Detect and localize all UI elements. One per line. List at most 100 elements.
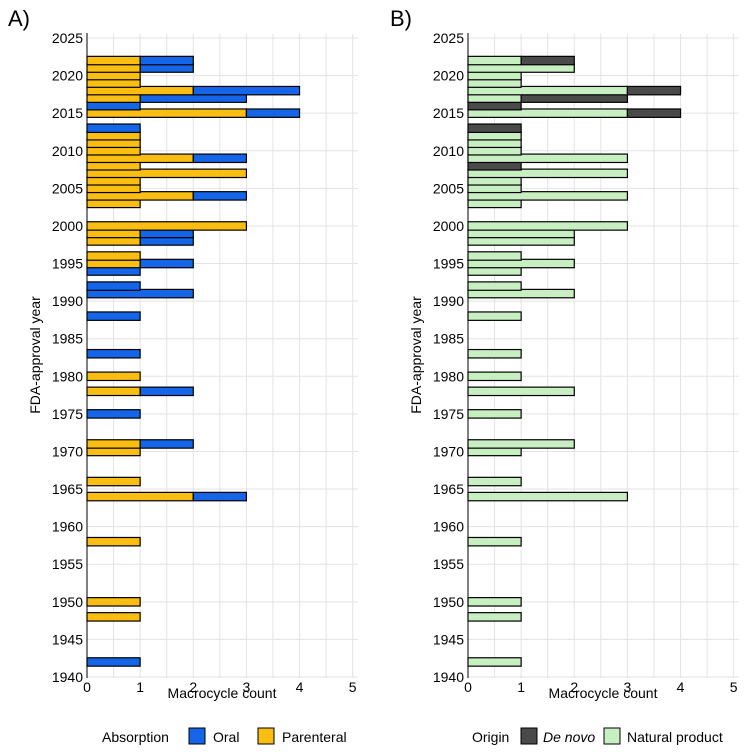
panel-b-y-axis-label: FDA-approval year [408,296,424,414]
panel-a-ytick-label: 1965 [52,481,83,497]
panel-b-xtick-label: 0 [464,679,472,695]
panel-b-bar-natural-product-1983 [467,348,522,359]
panel-b-ytick-label: 1970 [433,443,464,459]
panel-b-ytick-label: 2025 [433,30,464,46]
panel-a-legend-title: Absorption [102,729,169,745]
panel-a-ytick-label: 2020 [52,68,83,84]
panel-a-xtick-label: 4 [296,679,304,695]
panel-b-ytick-label: 1950 [433,594,464,610]
panel-a-bar-oral-2013 [86,123,141,134]
panel-a-xtick-label: 0 [83,679,91,695]
panel-oral-parenteral: A) 1940 1945 1950 1955 1960 1965 1970 1975 1980 1… [8,6,358,745]
panel-a-ytick-label: 1940 [52,669,83,685]
panel-a-bar-oral-1971 [139,439,194,449]
panel-a-bar-oral-2004 [192,191,248,201]
panel-b-ytick-label: 1940 [433,669,464,685]
panel-a-bar-oral-1988 [86,311,141,321]
panel-a-bar-parenteral-1964 [86,491,194,502]
panel-a-bar-oral-1964 [192,491,248,502]
panel-b-bar-natural-product-1971 [467,439,575,449]
panel-b-ytick-label: 1975 [433,406,464,422]
panel-b-xtick-label: 5 [730,679,738,695]
panel-a-ytick-label: 2000 [52,218,83,234]
panel-a-bar-parenteral-2022 [86,55,141,66]
panel-b-xtick-label: 3 [624,679,632,695]
panel-a-ytick-label: 1970 [52,443,83,459]
panel-b-ytick-label: 1960 [433,519,464,535]
panel-a-xtick-label: 2 [189,679,197,695]
panel-a-bar-parenteral-1971 [86,439,141,449]
panel-b-bar-de-novo-2022 [520,55,575,66]
panel-b-xtick-label: 2 [570,679,578,695]
panel-a-bar-oral-2015 [245,108,301,118]
panel-b-bar-natural-product-1978 [467,386,575,397]
panel-b-ytick-label: 2020 [433,68,464,84]
panel-b-bar-natural-product-1996 [467,251,522,261]
panel-a-ytick-label: 1990 [52,293,83,309]
panel-b-bar-natural-product-1958 [467,536,522,547]
panel-a-ytick-label: 1960 [52,519,83,535]
panel-a-legend: Absorption Oral Parenteral [102,727,347,745]
panel-b-bar-de-novo-2013 [467,123,522,134]
panel-b-bar-natural-product-2022 [467,55,522,66]
panel-a-y-axis-label: FDA-approval year [27,296,43,414]
panel-a-bar-oral-1995 [139,258,194,269]
panel-a-ytick-label: 1955 [52,556,83,572]
panel-b-ytick-label: 1995 [433,256,464,272]
panel-a-bar-parenteral-1978 [86,386,141,397]
panel-a-ytick-label: 1975 [52,406,83,422]
panel-b-bar-natural-product-1975 [467,409,522,419]
panel-b-ytick-label: 2000 [433,218,464,234]
panel-b-bar-natural-product-1950 [467,597,522,607]
panel-b-ytick-label: 1965 [433,481,464,497]
panel-b-ytick-label: 1985 [433,331,464,347]
panel-a-ytick-label: 1985 [52,331,83,347]
panel-b-legend-title: Origin [472,729,509,745]
panel-b-ytick-label: 2005 [433,180,464,196]
panel-b-bar-natural-product-1992 [467,281,522,291]
panel-a-ytick-label: 2015 [52,105,83,121]
panel-a-bar-oral-2022 [139,55,194,66]
panel-a-ytick-label: 1950 [52,594,83,610]
panel-a-bar-oral-2009 [192,153,248,164]
panel-a-bar-oral-1942 [86,657,141,667]
panel-a-bar-parenteral-1958 [86,536,141,547]
panel-a-x-axis-label: Macrocycle count [168,685,277,701]
legend-oral-swatch [188,727,206,745]
panel-b-ytick-label: 2010 [433,143,464,159]
panel-a-bar-oral-1992 [86,281,141,291]
panel-denovo-natural: B) 1940 1945 1950 1955 1960 1965 1970 1975 1980 1… [390,6,739,745]
legend-parenteral-label: Parenteral [282,729,347,745]
panel-a-ytick-label: 1995 [52,256,83,272]
panel-a-xtick-label: 3 [243,679,251,695]
panel-b-bar-natural-product-1980 [467,371,522,382]
panel-a-bar-oral-1975 [86,409,141,419]
panel-b-label: B) [390,6,412,31]
panel-b-bar-natural-product-1948 [467,612,522,622]
panel-b-ytick-label: 1980 [433,368,464,384]
panel-a-bar-oral-2018 [192,85,301,96]
panel-b-ytick-label: 1990 [433,293,464,309]
panel-b-bar-natural-product-1964 [467,491,629,502]
panel-a-bar-parenteral-1996 [86,251,141,261]
panel-b-bar-natural-product-1966 [467,476,522,487]
panel-a-ytick-label: 1945 [52,631,83,647]
panel-b-bar-de-novo-2015 [626,108,682,118]
legend-natural-product-swatch [603,727,621,745]
legend-natural-product-label: Natural product [627,729,723,745]
panel-a-ytick-label: 2010 [52,143,83,159]
legend-denovo-label: De novo [543,729,595,745]
panel-b-ytick-label: 1955 [433,556,464,572]
panel-b-legend: Origin De novo Natural product [472,727,723,745]
panel-a-ytick-label: 2005 [52,180,83,196]
panel-b-xtick-label: 1 [517,679,525,695]
panel-a-xtick-label: 1 [136,679,144,695]
panel-b-bar-de-novo-2018 [626,85,682,96]
panel-a-bar-oral-1983 [86,348,141,359]
panel-a-bar-parenteral-1980 [86,371,141,382]
panel-b-xtick-label: 4 [677,679,685,695]
panel-a-bar-oral-1978 [139,386,194,397]
legend-oral-label: Oral [213,729,239,745]
panel-a-ytick-label: 1980 [52,368,83,384]
legend-denovo-swatch [520,727,538,745]
